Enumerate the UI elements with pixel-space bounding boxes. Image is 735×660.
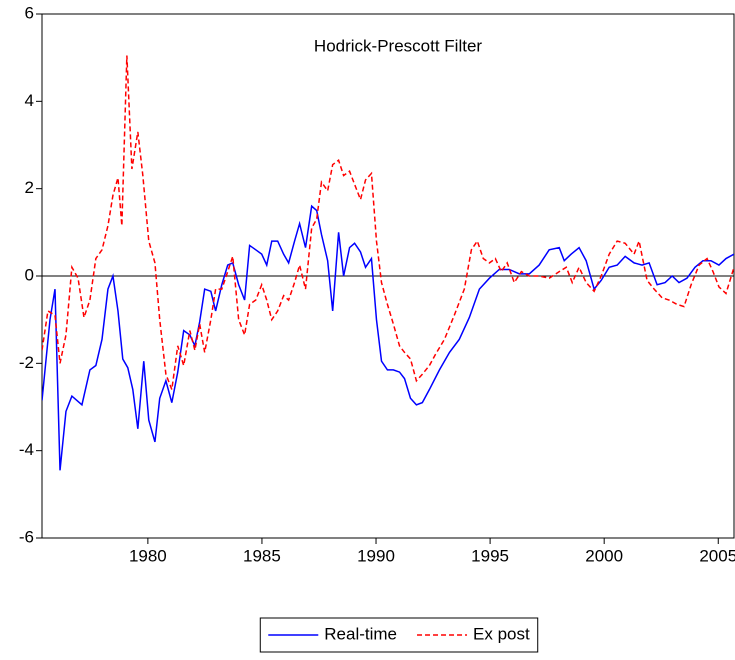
y-tick-label: 4 <box>25 91 34 110</box>
plot-frame <box>41 13 735 539</box>
x-tick-label: 1980 <box>129 546 167 565</box>
legend: Real-time Ex post <box>259 617 539 653</box>
y-tick-label: -6 <box>19 527 34 546</box>
legend-label: Ex post <box>473 624 530 643</box>
x-tick-label: 1990 <box>357 546 395 565</box>
x-tick-label: 2000 <box>585 546 623 565</box>
y-tick-label: 0 <box>25 265 34 284</box>
x-tick-label: 1985 <box>243 546 281 565</box>
y-tick-label: 2 <box>25 178 34 197</box>
y-tick-label: 6 <box>25 3 34 22</box>
series-line <box>42 55 734 390</box>
y-tick-label: -2 <box>19 353 34 372</box>
y-tick-label: -4 <box>19 440 34 459</box>
series-line <box>42 204 734 471</box>
x-tick-label: 1995 <box>471 546 509 565</box>
x-tick-label: 2005 <box>699 546 735 565</box>
chart-title: Hodrick-Prescott Filter <box>314 36 482 55</box>
legend-label: Real-time <box>324 624 397 643</box>
